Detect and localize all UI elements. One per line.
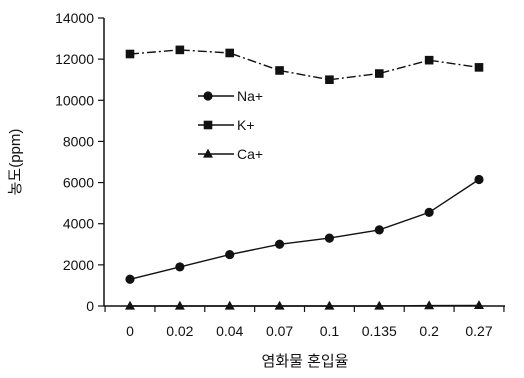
y-tick-label: 2000 <box>63 257 94 273</box>
series-ca <box>125 300 484 310</box>
data-point-k <box>225 48 235 58</box>
x-ticks: 0 0.02 0.04 0.07 0.1 0.135 0.2 0.27 <box>104 306 505 339</box>
y-tick-label: 12000 <box>55 51 94 67</box>
series-na <box>125 174 484 284</box>
data-point-ca <box>474 300 484 309</box>
data-point-k <box>325 75 334 85</box>
legend-marker <box>203 91 213 101</box>
data-point-ca <box>125 300 135 310</box>
data-point-k <box>275 66 284 75</box>
data-point-na <box>274 239 285 249</box>
data-point-na <box>374 225 384 235</box>
data-point-ca <box>224 300 235 310</box>
data-point-ca <box>174 300 185 310</box>
data-point-ca <box>324 300 335 310</box>
data-point-na <box>225 249 235 260</box>
y-tick-label: 4000 <box>63 216 94 232</box>
y-tick-label: 6000 <box>63 175 94 191</box>
x-axis: 0 0.02 0.04 0.07 0.1 0.135 0.2 0.27 <box>104 305 505 339</box>
x-tick-label: 0.2 <box>419 323 439 339</box>
data-point-na <box>125 274 135 284</box>
y-tick-label: 10000 <box>55 92 94 108</box>
legend-label: Na+ <box>237 88 263 104</box>
y-axis: 0 2000 4000 6000 8000 10000 12000 14000 <box>55 10 105 314</box>
data-point-k <box>175 45 185 55</box>
data-point-k <box>125 49 135 59</box>
legend-marker <box>203 120 213 130</box>
series-line-ca <box>130 304 480 307</box>
x-tick-label: 0.02 <box>166 323 193 339</box>
legend: Na+ K+ Ca+ <box>198 88 263 162</box>
data-point-k <box>424 55 434 65</box>
y-tick-label: 8000 <box>63 133 94 149</box>
data-point-na <box>324 233 335 243</box>
x-axis-title: 염화물 혼입율 <box>262 353 349 370</box>
x-tick-label: 0.27 <box>465 323 492 339</box>
data-point-na <box>424 207 434 217</box>
x-tick-label: 0.1 <box>320 323 340 339</box>
legend-item-k: K+ <box>198 117 255 133</box>
legend-marker <box>203 148 213 158</box>
y-ticks: 0 2000 4000 6000 8000 10000 12000 14000 <box>55 10 104 314</box>
legend-label: K+ <box>237 117 255 133</box>
data-point-ca <box>374 300 385 310</box>
data-point-na <box>474 174 484 185</box>
x-tick-label: 0.135 <box>362 323 397 339</box>
legend-item-ca: Ca+ <box>198 146 263 162</box>
series-k <box>125 45 484 85</box>
series-line-na <box>129 178 480 280</box>
series-line-k <box>129 49 480 81</box>
data-point-na <box>175 262 185 272</box>
x-tick-label: 0.07 <box>266 323 293 339</box>
y-axis-title: 농도(ppm) <box>7 129 24 196</box>
data-point-ca <box>274 300 285 310</box>
data-point-ca <box>424 300 435 310</box>
legend-label: Ca+ <box>237 146 263 162</box>
legend-item-na: Na+ <box>198 88 263 104</box>
y-tick-label: 0 <box>86 298 94 314</box>
y-tick-label: 14000 <box>55 10 94 26</box>
data-point-k <box>374 69 384 78</box>
x-tick-label: 0 <box>126 323 134 339</box>
x-tick-label: 0.04 <box>216 323 243 339</box>
data-point-k <box>474 63 484 72</box>
series-layer <box>125 45 484 310</box>
